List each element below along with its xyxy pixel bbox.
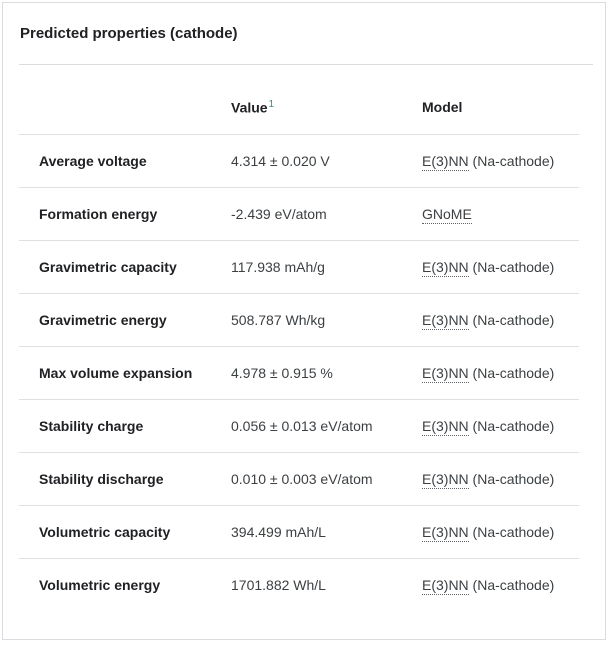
table-row: Stability discharge 0.010 ± 0.003 eV/ato…: [19, 451, 579, 505]
property-model: GNoME: [422, 186, 579, 240]
model-suffix: (Na-cathode): [468, 576, 555, 593]
model-abbreviation[interactable]: E(3)NN: [422, 364, 469, 383]
property-name: Average voltage: [19, 133, 231, 187]
property-value: 508.787 Wh/kg: [231, 292, 422, 346]
table-row: Volumetric energy 1701.882 Wh/L E(3)NN (…: [19, 557, 579, 611]
property-name: Gravimetric capacity: [19, 239, 231, 293]
model-abbreviation[interactable]: E(3)NN: [422, 523, 469, 542]
table-row: Stability charge 0.056 ± 0.013 eV/atom E…: [19, 398, 579, 452]
property-value: 4.978 ± 0.915 %: [231, 345, 422, 399]
table-row: Average voltage 4.314 ± 0.020 V E(3)NN (…: [19, 133, 579, 187]
value-header-label: Value: [231, 99, 268, 116]
model-suffix: (Na-cathode): [468, 311, 555, 328]
model-suffix: (Na-cathode): [468, 523, 555, 540]
property-model: E(3)NN (Na-cathode): [422, 557, 579, 611]
model-abbreviation[interactable]: E(3)NN: [422, 258, 469, 277]
value-footnote-link[interactable]: 1: [268, 98, 275, 110]
property-model: E(3)NN (Na-cathode): [422, 239, 579, 293]
property-name: Stability discharge: [19, 451, 231, 505]
table-row: Max volume expansion 4.978 ± 0.915 % E(3…: [19, 345, 579, 399]
table-header-row: Value1 Model: [19, 81, 579, 134]
property-value: 0.056 ± 0.013 eV/atom: [231, 398, 422, 452]
property-name: Gravimetric energy: [19, 292, 231, 346]
property-value: 394.499 mAh/L: [231, 504, 422, 558]
table-row: Gravimetric energy 508.787 Wh/kg E(3)NN …: [19, 292, 579, 346]
model-suffix: (Na-cathode): [468, 364, 555, 381]
model-suffix: (Na-cathode): [468, 152, 555, 169]
property-value: -2.439 eV/atom: [231, 186, 422, 240]
property-model: E(3)NN (Na-cathode): [422, 133, 579, 187]
table-row: Gravimetric capacity 117.938 mAh/g E(3)N…: [19, 239, 579, 293]
model-abbreviation[interactable]: E(3)NN: [422, 470, 469, 489]
property-name: Volumetric energy: [19, 557, 231, 611]
property-value: 117.938 mAh/g: [231, 239, 422, 293]
property-value: 0.010 ± 0.003 eV/atom: [231, 451, 422, 505]
table-row: Volumetric capacity 394.499 mAh/L E(3)NN…: [19, 504, 579, 558]
property-model: E(3)NN (Na-cathode): [422, 345, 579, 399]
model-abbreviation[interactable]: GNoME: [422, 205, 472, 224]
predicted-properties-card: Predicted properties (cathode) Value1 Mo…: [2, 2, 606, 640]
model-abbreviation[interactable]: E(3)NN: [422, 417, 469, 436]
value-column-header: Value1: [231, 81, 422, 134]
card-title: Predicted properties (cathode): [20, 25, 238, 42]
property-model: E(3)NN (Na-cathode): [422, 398, 579, 452]
property-value: 4.314 ± 0.020 V: [231, 133, 422, 187]
table-row: Formation energy -2.439 eV/atom GNoME: [19, 186, 579, 240]
model-abbreviation[interactable]: E(3)NN: [422, 311, 469, 330]
property-name: Formation energy: [19, 186, 231, 240]
property-model: E(3)NN (Na-cathode): [422, 451, 579, 505]
model-abbreviation[interactable]: E(3)NN: [422, 152, 469, 171]
property-value: 1701.882 Wh/L: [231, 557, 422, 611]
properties-table: Value1 Model Average voltage 4.314 ± 0.0…: [19, 81, 579, 611]
property-name: Volumetric capacity: [19, 504, 231, 558]
model-suffix: (Na-cathode): [468, 417, 555, 434]
property-name: Stability charge: [19, 398, 231, 452]
property-name: Max volume expansion: [19, 345, 231, 399]
title-divider: [19, 64, 593, 65]
property-model: E(3)NN (Na-cathode): [422, 504, 579, 558]
model-suffix: (Na-cathode): [468, 470, 555, 487]
property-model: E(3)NN (Na-cathode): [422, 292, 579, 346]
model-suffix: (Na-cathode): [468, 258, 555, 275]
property-column-header: [19, 81, 231, 134]
model-column-header: Model: [422, 99, 463, 116]
model-abbreviation[interactable]: E(3)NN: [422, 576, 469, 595]
